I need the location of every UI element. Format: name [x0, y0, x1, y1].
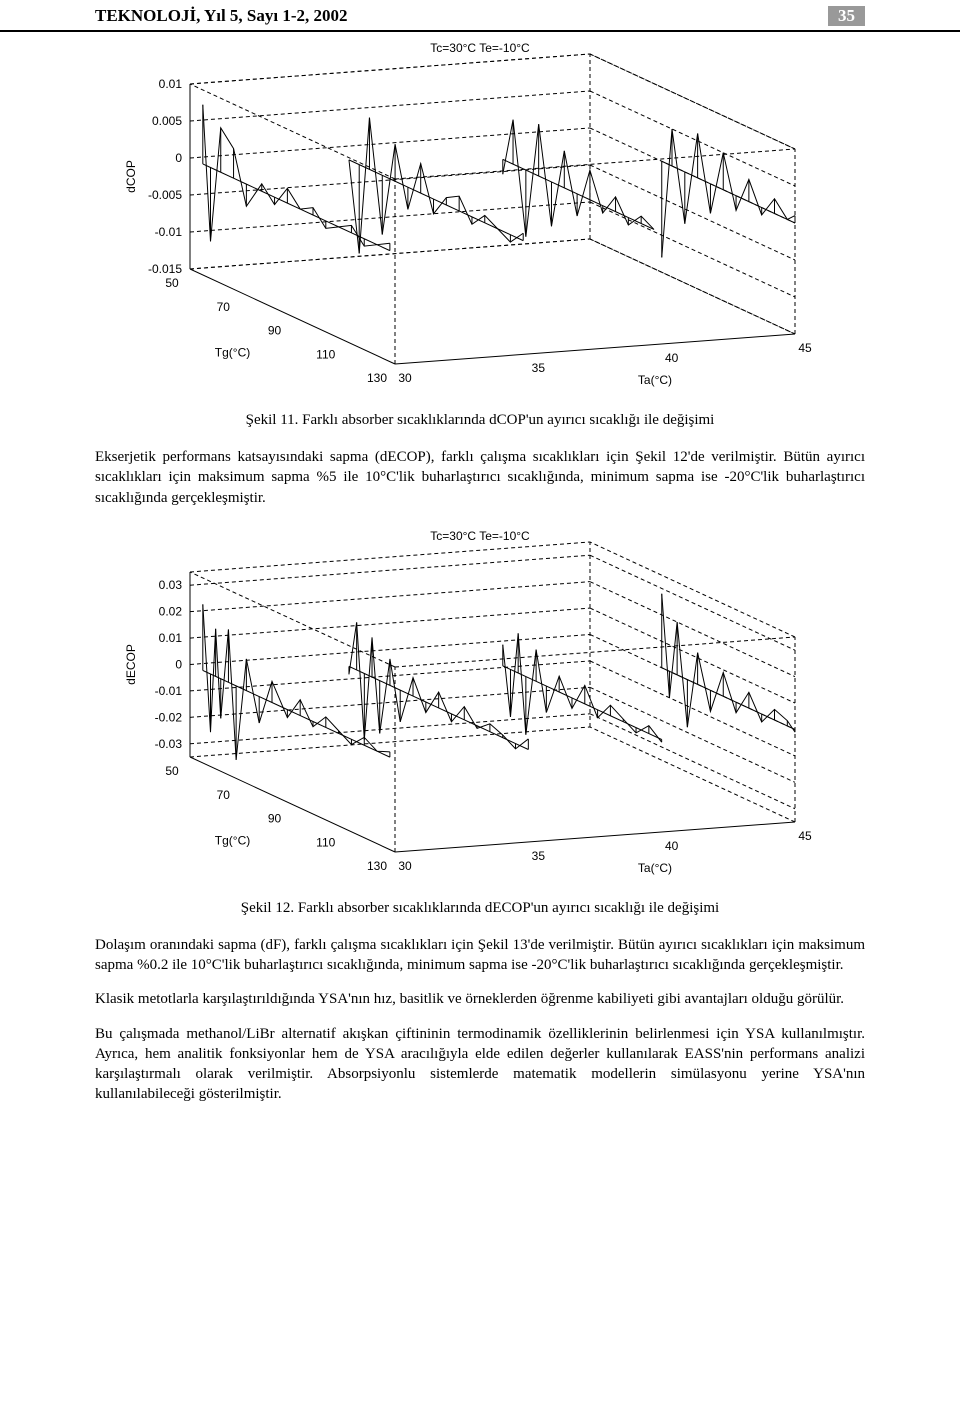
- svg-text:dCOP: dCOP: [124, 160, 138, 193]
- svg-text:90: 90: [268, 811, 282, 825]
- svg-text:30: 30: [398, 371, 412, 385]
- svg-text:-0.005: -0.005: [148, 188, 182, 202]
- paragraph-1: Ekserjetik performans katsayısındaki sap…: [0, 447, 960, 508]
- svg-text:50: 50: [165, 276, 179, 290]
- svg-text:0.03: 0.03: [159, 578, 183, 592]
- svg-text:-0.02: -0.02: [155, 710, 183, 724]
- svg-text:40: 40: [665, 839, 679, 853]
- figure-11: 0.01 0.005 0 -0.005 -0.01 -0.015 dCOP 50 70 90 110…: [0, 34, 960, 404]
- svg-text:45: 45: [798, 341, 812, 355]
- figure-11-caption: Şekil 11. Farklı absorber sıcaklıklarınd…: [0, 412, 960, 429]
- svg-text:35: 35: [532, 361, 546, 375]
- svg-text:110: 110: [316, 347, 335, 361]
- journal-title: TEKNOLOJİ, Yıl 5, Sayı 1-2, 2002: [95, 6, 348, 26]
- svg-text:Tg(°C): Tg(°C): [215, 346, 250, 360]
- svg-text:Tc=30°C Te=-10°C: Tc=30°C Te=-10°C: [430, 41, 530, 55]
- svg-text:0.01: 0.01: [159, 77, 183, 91]
- svg-text:50: 50: [165, 764, 179, 778]
- svg-text:Tg(°C): Tg(°C): [215, 833, 250, 847]
- svg-text:0.01: 0.01: [159, 631, 183, 645]
- paragraph-2: Dolaşım oranındaki sapma (dF), farklı ça…: [0, 935, 960, 976]
- svg-text:0.02: 0.02: [159, 604, 183, 618]
- figure-12-caption: Şekil 12. Farklı absorber sıcaklıklarınd…: [0, 900, 960, 917]
- svg-text:-0.015: -0.015: [148, 262, 182, 276]
- figure-12-plot: 0.03 0.02 0.01 0 -0.01 -0.02 -0.03 dECOP 50 70 90 1…: [95, 522, 865, 892]
- svg-text:0: 0: [175, 657, 182, 671]
- paragraph-3: Klasik metotlarla karşılaştırıldığında Y…: [0, 989, 960, 1009]
- svg-text:-0.01: -0.01: [155, 225, 183, 239]
- svg-text:30: 30: [398, 859, 412, 873]
- page-number: 35: [828, 6, 865, 26]
- svg-text:45: 45: [798, 829, 812, 843]
- svg-text:dECOP: dECOP: [124, 644, 138, 685]
- svg-text:110: 110: [316, 835, 335, 849]
- figure-11-plot: 0.01 0.005 0 -0.005 -0.01 -0.015 dCOP 50 70 90 110…: [95, 34, 865, 404]
- svg-text:130: 130: [367, 371, 387, 385]
- svg-text:Tc=30°C Te=-10°C: Tc=30°C Te=-10°C: [430, 529, 530, 543]
- figure-12: 0.03 0.02 0.01 0 -0.01 -0.02 -0.03 dECOP 50 70 90 1…: [0, 522, 960, 892]
- svg-text:Ta(°C): Ta(°C): [638, 373, 672, 387]
- svg-text:0: 0: [175, 151, 182, 165]
- svg-text:Ta(°C): Ta(°C): [638, 861, 672, 875]
- svg-text:40: 40: [665, 351, 679, 365]
- svg-text:0.005: 0.005: [152, 114, 182, 128]
- svg-text:70: 70: [217, 300, 231, 314]
- svg-text:130: 130: [367, 859, 387, 873]
- svg-text:70: 70: [217, 788, 231, 802]
- paragraph-4: Bu çalışmada methanol/LiBr alternatif ak…: [0, 1024, 960, 1105]
- svg-text:-0.03: -0.03: [155, 737, 183, 751]
- svg-text:-0.01: -0.01: [155, 684, 183, 698]
- page-root: TEKNOLOJİ, Yıl 5, Sayı 1-2, 2002 35 0.01…: [0, 0, 960, 1139]
- header-bar: TEKNOLOJİ, Yıl 5, Sayı 1-2, 2002 35: [0, 0, 960, 32]
- svg-text:90: 90: [268, 324, 282, 338]
- svg-text:35: 35: [532, 849, 546, 863]
